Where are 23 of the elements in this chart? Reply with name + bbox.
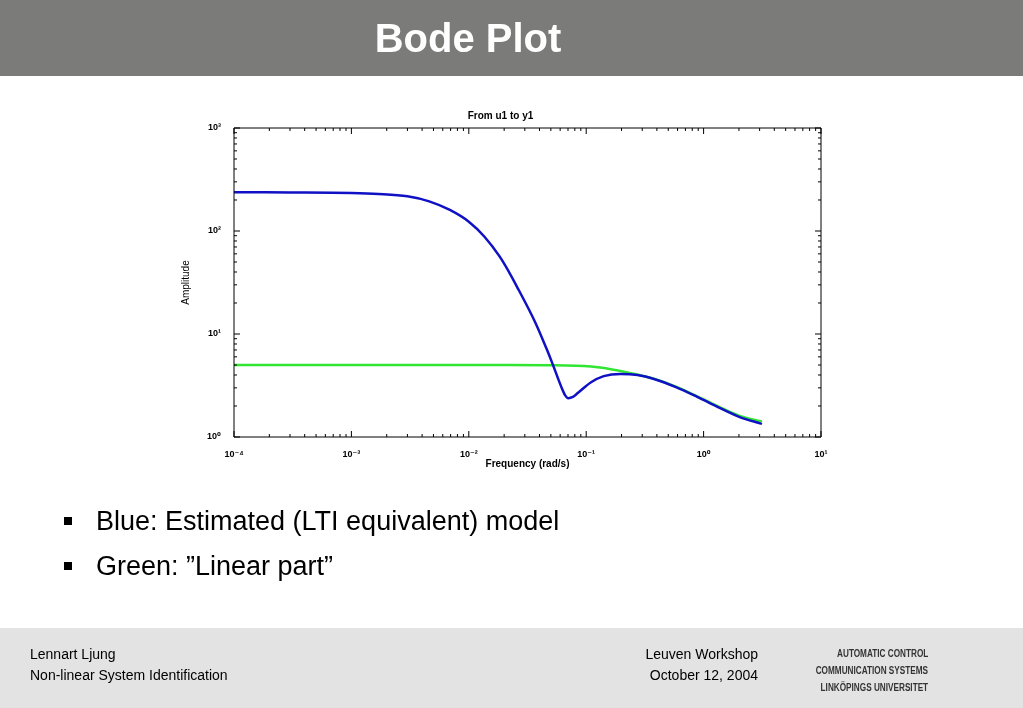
text: AUTOMATIC CONTROL	[836, 647, 928, 661]
y-tick-label: 10¹	[207, 328, 221, 339]
text: LINKÖPINGS UNIVERSITET	[820, 680, 928, 695]
x-axis-title: Frequency (rad/s)	[485, 457, 570, 469]
text: October 12, 2004	[649, 666, 758, 684]
x-tick-label: 10⁻²	[459, 448, 478, 459]
x-tick-label: 10⁻³	[342, 448, 361, 459]
text: Green: ”Linear part”	[96, 550, 334, 582]
x-tick-label: 10⁻¹	[577, 448, 596, 459]
text: Leuven Workshop	[645, 645, 758, 663]
x-tick-label: 10⁻⁴	[224, 448, 244, 459]
y-tick-label: 10³	[207, 122, 221, 133]
chart-subtitle: From u1 to y1	[467, 109, 534, 121]
text: COMMUNICATION SYSTEMS	[815, 664, 928, 678]
x-tick-label: 10¹	[814, 448, 828, 459]
y-tick-label: 10²	[207, 225, 221, 236]
chart-title: Bode Plot	[373, 16, 563, 60]
x-tick-label: 10⁰	[696, 448, 711, 459]
text: Blue: Estimated (LTI equivalent) model	[96, 505, 560, 537]
text: Lennart Ljung	[30, 645, 116, 663]
y-axis-title: Amplitude	[179, 259, 191, 305]
y-tick-label: 10⁰	[207, 431, 222, 442]
text: Non-linear System Identification	[30, 666, 228, 684]
